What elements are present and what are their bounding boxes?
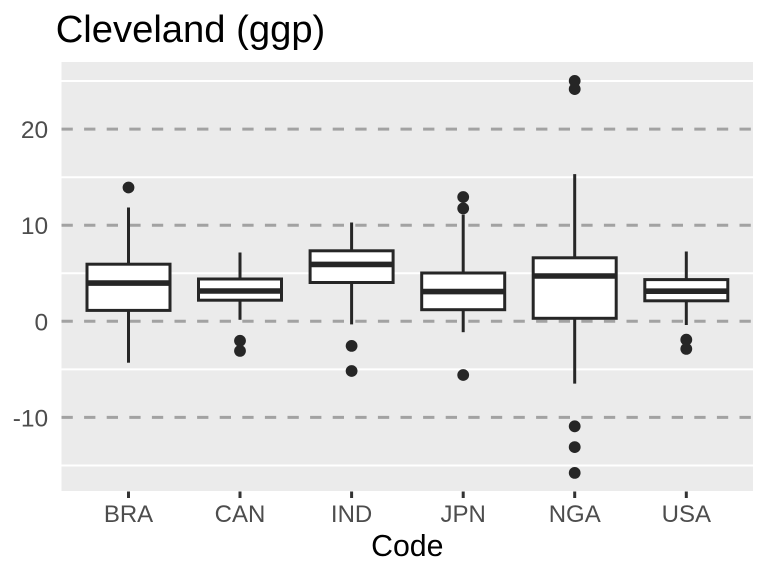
svg-text:JPN: JPN <box>441 501 486 528</box>
svg-text:0: 0 <box>35 309 49 336</box>
svg-text:NGA: NGA <box>549 501 601 528</box>
svg-text:20: 20 <box>21 117 48 144</box>
svg-text:-10: -10 <box>13 405 48 432</box>
svg-text:CAN: CAN <box>215 501 266 528</box>
svg-text:BRA: BRA <box>104 501 153 528</box>
svg-text:10: 10 <box>21 213 48 240</box>
svg-text:Cleveland (ggp): Cleveland (ggp) <box>56 8 326 51</box>
svg-text:Code: Code <box>371 530 443 563</box>
svg-text:IND: IND <box>331 501 372 528</box>
svg-text:USA: USA <box>662 501 711 528</box>
